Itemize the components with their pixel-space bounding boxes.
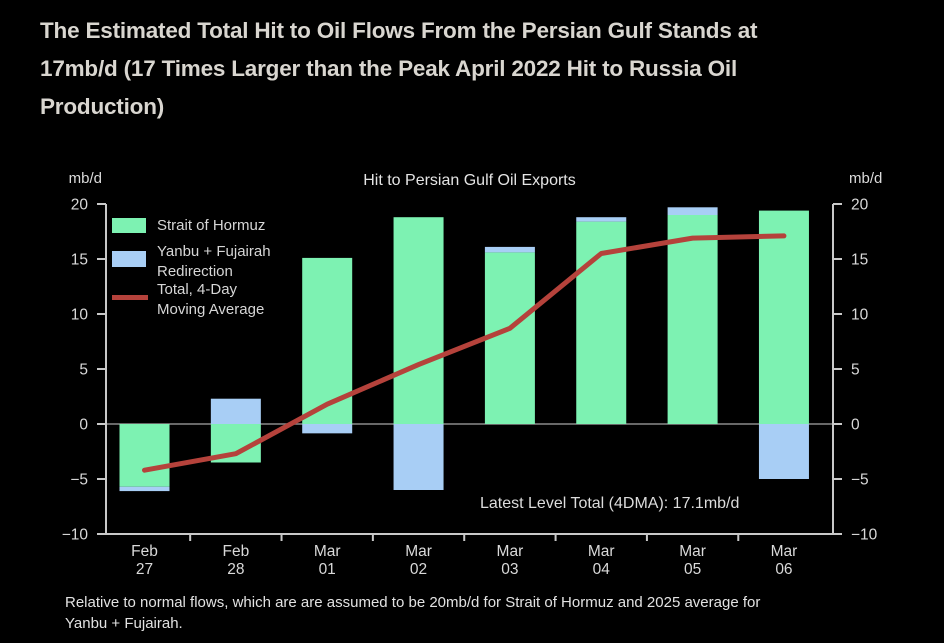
bar-yanbu-mar-01 [302,424,353,434]
y-tick-label-left: −5 [70,472,88,489]
bar-yanbu-feb-28 [210,398,261,424]
legend-label-line: Total, 4-Day [157,281,238,298]
page-title-line: Production) [40,94,165,119]
y-tick-label-left: 20 [71,197,89,214]
y-tick-label-right: −5 [851,472,869,489]
x-tick-label: 05 [684,561,701,578]
page-title-line: The Estimated Total Hit to Oil Flows Fro… [40,18,758,43]
legend-swatch-yanbu [112,251,146,267]
y-tick-label-right: 20 [851,197,869,214]
y-tick-label-right: 0 [851,417,860,434]
x-tick-label: 04 [593,561,611,578]
footnote-line: Yanbu + Fujairah. [65,615,183,632]
y-tick-label-left: 15 [71,252,88,269]
x-tick-label: 28 [227,561,244,578]
x-tick-label: Feb [222,543,249,560]
bar-hormuz-mar-06 [758,210,809,424]
legend-label-line: Moving Average [157,301,265,318]
bar-yanbu-mar-06 [758,424,809,479]
legend-label-line: Yanbu + Fujairah [157,243,271,260]
legend-label-hormuz: Strait of Hormuz [157,216,265,236]
moving-average-line [142,233,787,473]
y-tick-label-right: −10 [851,527,878,544]
y-tick-label-left: 5 [79,362,88,379]
footnote: Relative to normal flows, which are are … [65,592,760,634]
footnote-line: Relative to normal flows, which are are … [65,594,761,611]
legend-swatch-total-4dma [112,295,148,300]
x-tick-label: 01 [319,561,336,578]
y-tick-label-right: 5 [851,362,860,379]
bar-yanbu-mar-04 [576,217,627,222]
y-axis-unit-left: mb/d [68,170,102,187]
y-tick-label-right: 10 [851,307,869,324]
bar-hormuz-mar-03 [484,252,535,424]
x-tick-label: Mar [588,543,615,560]
bar-hormuz-feb-27 [119,424,170,487]
x-tick-label: 06 [775,561,792,578]
bar-yanbu-feb-27 [119,486,170,492]
bar-hormuz-mar-05 [667,215,718,424]
x-tick-label: Mar [679,543,706,560]
y-tick-label-right: 15 [851,252,868,269]
bar-yanbu-mar-03 [484,246,535,253]
x-tick-label: 03 [501,561,518,578]
chart-legend: Strait of Hormuz Yanbu + Fujairah Redire… [112,216,372,328]
page-title-line: 17mb/d (17 Times Larger than the Peak Ap… [40,56,738,81]
legend-label-total-4dma: Total, 4-Day Moving Average [157,280,264,320]
bar-yanbu-mar-05 [667,207,718,215]
x-tick-label: Mar [771,543,798,560]
x-tick-label: Mar [405,543,432,560]
legend-label-line: Strait of Hormuz [157,217,266,234]
legend-swatch-hormuz [112,218,146,233]
y-axis-unit-right: mb/d [849,170,883,187]
x-tick-label: Feb [131,543,158,560]
bar-yanbu-mar-02 [393,424,444,490]
x-tick-label: 02 [410,561,427,578]
y-tick-label-left: 10 [71,307,89,324]
latest-level-annotation: Latest Level Total (4DMA): 17.1mb/d [480,495,740,512]
bar-hormuz-mar-02 [393,217,444,424]
y-tick-label-left: 0 [79,417,88,434]
x-tick-label: Mar [497,543,524,560]
x-tick-label: Mar [314,543,341,560]
legend-label-line: Redirection [157,263,233,280]
x-tick-label: 27 [136,561,153,578]
chart-title: Hit to Persian Gulf Oil Exports [363,172,576,189]
page-title: The Estimated Total Hit to Oil Flows Fro… [40,12,758,126]
y-tick-label-left: −10 [62,527,89,544]
legend-label-yanbu: Yanbu + Fujairah Redirection [157,242,271,282]
